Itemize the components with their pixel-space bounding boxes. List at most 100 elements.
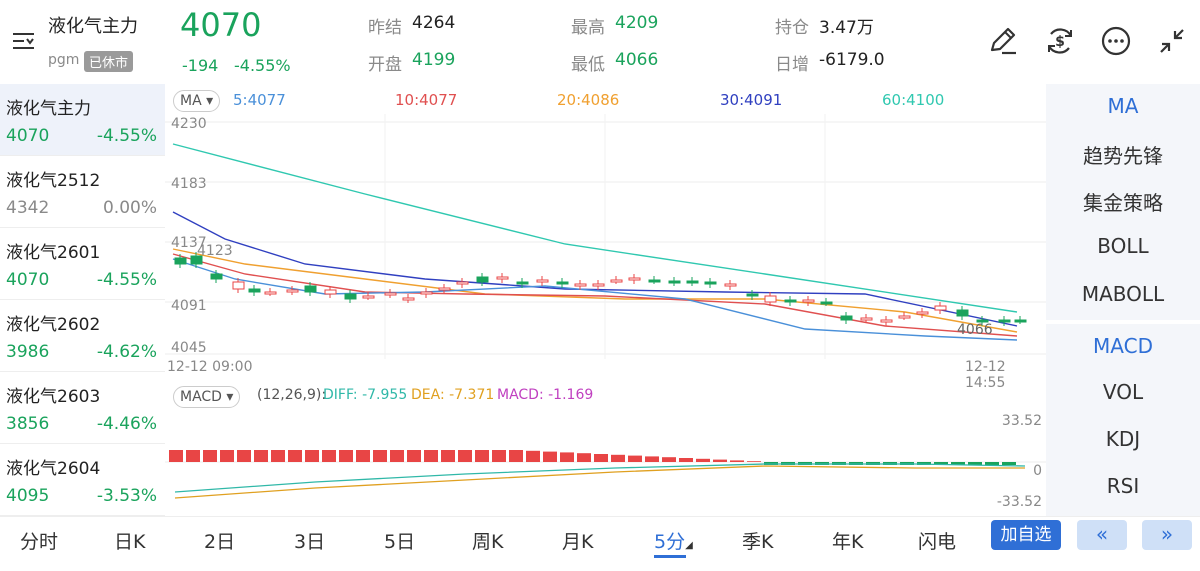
macd-bar <box>934 462 948 465</box>
macd-bar <box>373 450 387 462</box>
indicator-boll[interactable]: BOLL <box>1097 234 1149 258</box>
candle-body <box>746 293 759 297</box>
candle-body <box>286 289 299 293</box>
tab-daily[interactable]: 日K <box>114 531 146 553</box>
stat-value: -6179.0 <box>819 50 885 70</box>
ma-selector[interactable]: MA ▾ <box>173 90 221 112</box>
y-axis-label: 4091 <box>171 298 207 314</box>
dea-line <box>174 465 1025 499</box>
macd-selector[interactable]: MACD ▾ <box>173 386 241 408</box>
indicator-jijin[interactable]: 集金策略 <box>1083 191 1163 215</box>
ma-legend-30: 30:4091 <box>720 91 783 109</box>
y-axis-label: 4230 <box>171 116 207 132</box>
macd-y-label: -33.52 <box>996 494 1042 510</box>
price-change: -194 <box>182 56 219 75</box>
macd-bar <box>203 450 217 462</box>
contract-name: 液化气2603 <box>6 387 101 407</box>
candle-body <box>840 315 853 321</box>
macd-bar <box>968 462 982 465</box>
indicator-trend[interactable]: 趋势先锋 <box>1083 144 1163 168</box>
macd-bar <box>526 450 540 462</box>
macd-plot[interactable] <box>165 412 1046 512</box>
candle-body <box>784 299 797 303</box>
contract-name: 液化气2601 <box>6 243 101 263</box>
macd-bar <box>560 452 574 462</box>
stat-label: 最低 <box>571 55 605 75</box>
tab-weekly[interactable]: 周K <box>472 531 504 553</box>
tab-monthly[interactable]: 月K <box>562 531 594 553</box>
macd-bar <box>747 461 761 462</box>
more-icon[interactable] <box>1099 24 1133 58</box>
menu-icon[interactable] <box>10 30 38 52</box>
macd-bar <box>492 450 506 462</box>
indicator-macd[interactable]: MACD <box>1093 334 1153 358</box>
contract-item[interactable]: 液化气2603 3856 -4.46% <box>0 372 165 444</box>
indicator-maboll[interactable]: MABOLL <box>1081 282 1165 306</box>
indicator-ma[interactable]: MA <box>1107 94 1139 118</box>
candle-body <box>648 279 661 283</box>
contract-item[interactable]: 液化气2602 3986 -4.62% <box>0 300 165 372</box>
y-axis-label: 4183 <box>171 176 207 192</box>
candle-body <box>704 281 717 285</box>
contract-pct: -4.55% <box>96 270 157 290</box>
stat-label: 持仓 <box>775 18 809 38</box>
contract-item[interactable]: 液化气2512 4342 0.00% <box>0 156 165 228</box>
contract-price: 4070 <box>6 126 50 146</box>
candle-body <box>556 281 569 285</box>
prev-button[interactable]: « <box>1077 520 1127 550</box>
svg-text:$: $ <box>1055 34 1065 50</box>
tab-5day[interactable]: 5日 <box>384 531 416 553</box>
time-end: 12-12 14:55 <box>965 359 1006 391</box>
candle-body <box>210 273 223 280</box>
ma-legend-10: 10:4077 <box>395 91 458 109</box>
indicator-rsi[interactable]: RSI <box>1106 474 1140 498</box>
shrink-icon[interactable] <box>1155 24 1189 58</box>
tab-flash[interactable]: 闪电 <box>918 531 957 553</box>
tab-5min[interactable]: 5分◢ <box>654 527 693 558</box>
tab-intraday[interactable]: 分时 <box>20 531 59 553</box>
contract-pct: -4.55% <box>96 126 157 146</box>
contract-item[interactable]: 液化气2601 4070 -4.55% <box>0 228 165 300</box>
macd-bar <box>696 458 710 462</box>
tab-2day[interactable]: 2日 <box>204 531 236 553</box>
contract-item[interactable]: 液化气主力 4070 -4.55% <box>0 84 165 156</box>
candle-body <box>1014 319 1027 323</box>
macd-bar <box>628 455 642 462</box>
tab-yearly[interactable]: 年K <box>832 531 864 553</box>
macd-bar <box>169 450 183 462</box>
candle-body <box>860 317 873 321</box>
stat-value: 4066 <box>615 50 659 70</box>
contract-pct: -3.53% <box>96 486 157 506</box>
high-label: 4123 <box>197 243 233 259</box>
contract-item[interactable]: 液化气2604 4095 -3.53% <box>0 444 165 516</box>
dollar-cycle-icon[interactable]: $ <box>1043 24 1077 58</box>
tab-3day[interactable]: 3日 <box>294 531 326 553</box>
instrument-title[interactable]: 液化气主力 <box>48 16 138 37</box>
contract-pct: -4.46% <box>96 414 157 434</box>
candle-body <box>420 291 433 295</box>
kline-chart[interactable]: MA ▾ 5:4077 10:4077 20:4086 30:4091 60:4… <box>165 84 1046 516</box>
add-watchlist-button[interactable]: 加自选 <box>991 520 1061 550</box>
low-label: 4066 <box>957 322 993 338</box>
y-axis-label: 4045 <box>171 340 207 356</box>
macd-bar <box>730 460 744 462</box>
macd-bar <box>951 462 965 465</box>
candle-body <box>724 283 737 287</box>
candle-body <box>628 277 641 281</box>
candle-body <box>304 285 317 293</box>
stat-value: 4264 <box>412 13 456 33</box>
candle-body <box>476 276 489 283</box>
indicator-vol[interactable]: VOL <box>1102 380 1144 404</box>
pen-icon[interactable] <box>986 24 1020 58</box>
macd-bar <box>543 451 557 462</box>
tab-quarterly[interactable]: 季K <box>742 531 774 553</box>
price-plot[interactable] <box>165 114 1046 359</box>
candle-body <box>956 309 969 317</box>
next-button[interactable]: » <box>1142 520 1192 550</box>
candle-body <box>248 288 261 293</box>
macd-diff: DIFF: -7.955 <box>323 387 408 403</box>
time-start: 12-12 09:00 <box>167 359 253 375</box>
price-change-pct: -4.55% <box>234 56 291 75</box>
indicator-kdj[interactable]: KDJ <box>1105 427 1141 451</box>
macd-bar <box>1002 462 1016 465</box>
